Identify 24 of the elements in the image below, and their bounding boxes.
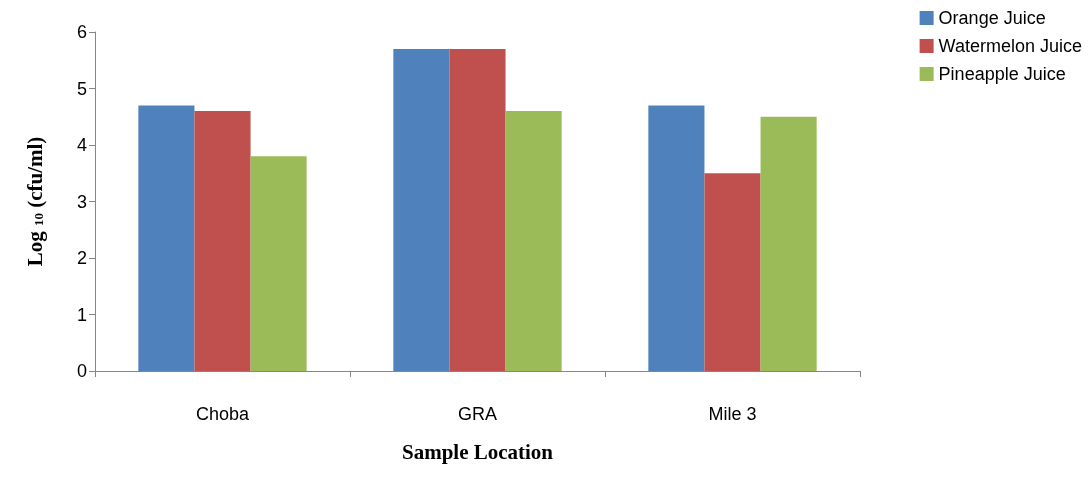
y-tick-label: 6 — [76, 22, 87, 42]
bar — [393, 48, 450, 371]
x-tick-label: Choba — [195, 404, 251, 424]
y-tick-label: 3 — [76, 191, 87, 212]
bar — [250, 156, 307, 371]
y-tick-label: 4 — [76, 135, 87, 155]
y-tick-label: 0 — [76, 361, 87, 381]
bar — [194, 111, 251, 371]
y-tick-label: 2 — [76, 248, 87, 268]
x-tick-label: Mile 3 — [708, 404, 757, 424]
x-axis-title: Sample Location — [401, 439, 554, 464]
legend-label: Orange Juice — [938, 8, 1046, 28]
legend-label: Pineapple Juice — [938, 64, 1066, 84]
y-tick-label: 1 — [76, 304, 87, 325]
bar — [760, 116, 817, 371]
bar — [505, 111, 562, 371]
x-tick-label: GRA — [457, 404, 498, 424]
legend-label: Watermelon Juice — [938, 36, 1083, 56]
bar — [648, 105, 705, 371]
y-axis-title: Log 10 (cfu/ml) — [22, 136, 47, 267]
bar — [138, 105, 195, 371]
bar — [449, 48, 506, 371]
bar — [704, 173, 761, 371]
y-tick-label: 5 — [76, 78, 87, 99]
